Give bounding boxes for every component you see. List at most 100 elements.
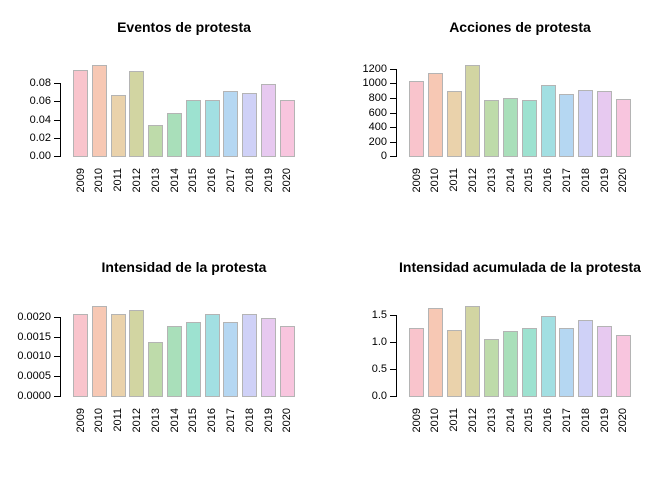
x-tick-label-2018: 2018 (579, 408, 592, 433)
chart-title: Eventos de protesta (117, 19, 251, 35)
bar-2016 (540, 84, 556, 157)
bar-2009 (73, 70, 88, 157)
bar-2017 (559, 93, 575, 157)
y-tick (54, 137, 61, 139)
bar-2012 (129, 71, 145, 157)
x-tick-label-2014: 2014 (504, 408, 517, 433)
x-tick-label-2012: 2012 (130, 408, 143, 433)
x-tick-label-2017: 2017 (224, 408, 237, 433)
y-tick (390, 342, 397, 344)
bar-2019 (261, 317, 276, 397)
chart-panel-eventos: Eventos de protesta 0.00 0.02 0.04 0.06 0.08… (0, 0, 336, 240)
bar-2018 (578, 320, 594, 397)
y-tick (390, 396, 397, 397)
bar-2016 (204, 99, 220, 157)
y-tick (390, 112, 397, 114)
y-tick-label: 1000 (362, 77, 387, 90)
bar-2017 (223, 321, 239, 397)
bar-2009 (409, 80, 424, 157)
bar-2010 (427, 72, 443, 157)
y-tick (390, 315, 397, 317)
y-tick-label: 1200 (362, 62, 387, 75)
x-tick-label-2018: 2018 (243, 408, 256, 433)
bar-2018 (242, 93, 258, 157)
x-tick-label-2020: 2020 (281, 408, 294, 433)
x-tick-label-2011: 2011 (112, 168, 125, 192)
x-tick-label-2016: 2016 (542, 168, 555, 193)
x-tick-label-2013: 2013 (485, 408, 498, 433)
y-tick-label: 400 (368, 121, 387, 133)
y-tick-label: 800 (368, 92, 387, 104)
bar-2020 (615, 334, 631, 397)
bar-2009 (409, 327, 424, 397)
y-tick (54, 101, 61, 103)
x-tick-label-2009: 2009 (74, 408, 87, 433)
x-tick-label-2018: 2018 (243, 168, 256, 193)
y-tick (54, 336, 61, 338)
y-tick-label: 0.06 (29, 95, 51, 108)
bar-2017 (559, 328, 575, 397)
chart-title: Intensidad acumulada de la protesta (399, 259, 641, 275)
x-tick-label-2011: 2011 (448, 408, 461, 432)
y-tick (390, 127, 397, 128)
x-tick-label-2013: 2013 (149, 408, 162, 433)
x-tick-label-2015: 2015 (523, 408, 536, 433)
x-tick-label-2018: 2018 (579, 168, 592, 193)
x-tick-label-2010: 2010 (93, 408, 106, 433)
y-tick-label: 0.0010 (17, 350, 51, 363)
x-tick-label-2019: 2019 (262, 408, 275, 433)
y-tick (390, 98, 397, 99)
x-tick-label-2011: 2011 (112, 408, 125, 432)
x-tick-label-2019: 2019 (262, 168, 275, 193)
y-tick-label: 0.08 (29, 77, 51, 90)
bar-2015 (185, 99, 201, 157)
x-tick-label-2012: 2012 (466, 408, 479, 433)
bar-2012 (129, 310, 145, 397)
bar-2020 (279, 99, 295, 157)
chart-title: Intensidad de la protesta (101, 259, 267, 275)
y-tick-label: 0.0000 (17, 390, 51, 402)
y-tick (54, 156, 61, 157)
y-tick-label: 1.5 (371, 309, 387, 322)
bar-2011 (110, 314, 126, 397)
y-tick (390, 369, 397, 371)
y-tick (54, 396, 61, 397)
bar-2013 (148, 125, 164, 157)
bar-2019 (261, 84, 276, 157)
x-tick-label-2020: 2020 (617, 168, 630, 193)
chart-title: Acciones de protesta (449, 19, 591, 35)
x-tick-label-2013: 2013 (485, 168, 498, 193)
chart-panel-intensidad: Intensidad de la protesta 0.0000 0.0005 0.… (0, 240, 336, 480)
bar-2010 (91, 64, 107, 157)
bar-2010 (427, 308, 443, 397)
y-tick-label: 0.0005 (17, 370, 51, 383)
bar-2016 (540, 315, 556, 397)
y-tick (54, 83, 61, 85)
bar-2010 (91, 306, 107, 397)
y-tick (390, 156, 397, 157)
y-tick-label: 0.5 (371, 363, 387, 376)
x-tick-label-2017: 2017 (560, 168, 573, 193)
bar-2013 (148, 341, 164, 397)
x-tick-label-2016: 2016 (206, 168, 219, 193)
x-tick-label-2011: 2011 (448, 168, 461, 192)
bar-2019 (597, 326, 612, 397)
chart-panel-intensidad-acumulada: Intensidad acumulada de la protesta 0.0 0… (336, 240, 672, 480)
x-tick-label-2016: 2016 (542, 408, 555, 433)
x-tick-label-2017: 2017 (560, 408, 573, 433)
y-tick (390, 83, 397, 85)
x-tick-label-2015: 2015 (187, 168, 200, 193)
y-axis-line (396, 315, 397, 397)
x-tick-label-2009: 2009 (410, 408, 423, 433)
x-tick-label-2020: 2020 (617, 408, 630, 433)
y-tick-label: 0.00 (29, 150, 51, 162)
x-tick-label-2020: 2020 (281, 168, 294, 193)
y-tick-label: 200 (368, 135, 387, 148)
x-tick-label-2012: 2012 (130, 168, 143, 193)
bar-2014 (503, 331, 518, 397)
y-tick-label: 0.0020 (17, 310, 51, 323)
x-tick-label-2009: 2009 (74, 168, 87, 193)
bar-2019 (597, 91, 612, 157)
bar-2014 (167, 113, 182, 157)
bar-2014 (167, 325, 182, 397)
